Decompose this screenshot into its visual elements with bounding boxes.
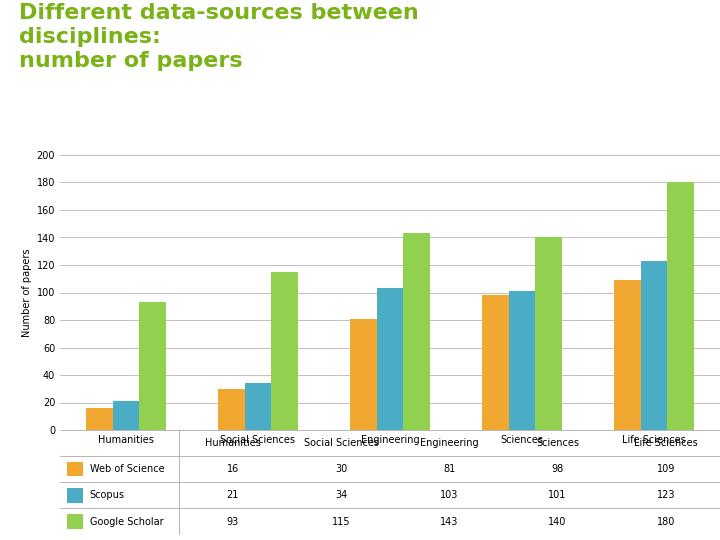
Text: 34: 34	[335, 490, 347, 501]
Bar	[66, 488, 83, 503]
Text: 18: 18	[657, 32, 693, 56]
Text: Humanities: Humanities	[205, 438, 261, 448]
Text: Web of Science: Web of Science	[90, 464, 164, 474]
Text: 143: 143	[440, 517, 459, 526]
Text: Engineering: Engineering	[420, 438, 479, 448]
Text: Sciences: Sciences	[536, 438, 579, 448]
Text: 109: 109	[657, 464, 675, 474]
Text: Google Scholar: Google Scholar	[90, 517, 163, 526]
Bar	[641, 261, 667, 430]
Bar	[403, 233, 430, 430]
Text: 103: 103	[440, 490, 459, 501]
Bar	[66, 514, 83, 529]
Text: Scopus: Scopus	[90, 490, 125, 501]
Text: 30: 30	[335, 464, 347, 474]
Bar	[139, 302, 166, 430]
Bar	[535, 238, 562, 430]
Bar	[245, 383, 271, 430]
Text: 180: 180	[657, 517, 675, 526]
Y-axis label: Number of papers: Number of papers	[22, 248, 32, 337]
Bar	[509, 291, 535, 430]
Bar	[351, 319, 377, 430]
Bar	[86, 408, 113, 430]
Bar	[218, 389, 245, 430]
Text: Life Sciences: Life Sciences	[634, 438, 698, 448]
Text: 140: 140	[549, 517, 567, 526]
Text: 101: 101	[549, 490, 567, 501]
Bar	[614, 280, 641, 430]
Text: Social Sciences: Social Sciences	[304, 438, 379, 448]
Bar	[482, 295, 509, 430]
Text: 21: 21	[227, 490, 239, 501]
Bar	[377, 288, 403, 430]
Text: 93: 93	[227, 517, 239, 526]
Text: 123: 123	[657, 490, 675, 501]
Text: 98: 98	[552, 464, 564, 474]
Text: 115: 115	[332, 517, 351, 526]
Bar	[66, 462, 83, 476]
Text: Different data-sources between
disciplines:
number of papers: Different data-sources between disciplin…	[19, 3, 418, 71]
Text: 81: 81	[444, 464, 456, 474]
Bar	[667, 183, 693, 430]
Bar	[271, 272, 297, 430]
Bar	[113, 401, 139, 430]
Text: 16: 16	[227, 464, 239, 474]
